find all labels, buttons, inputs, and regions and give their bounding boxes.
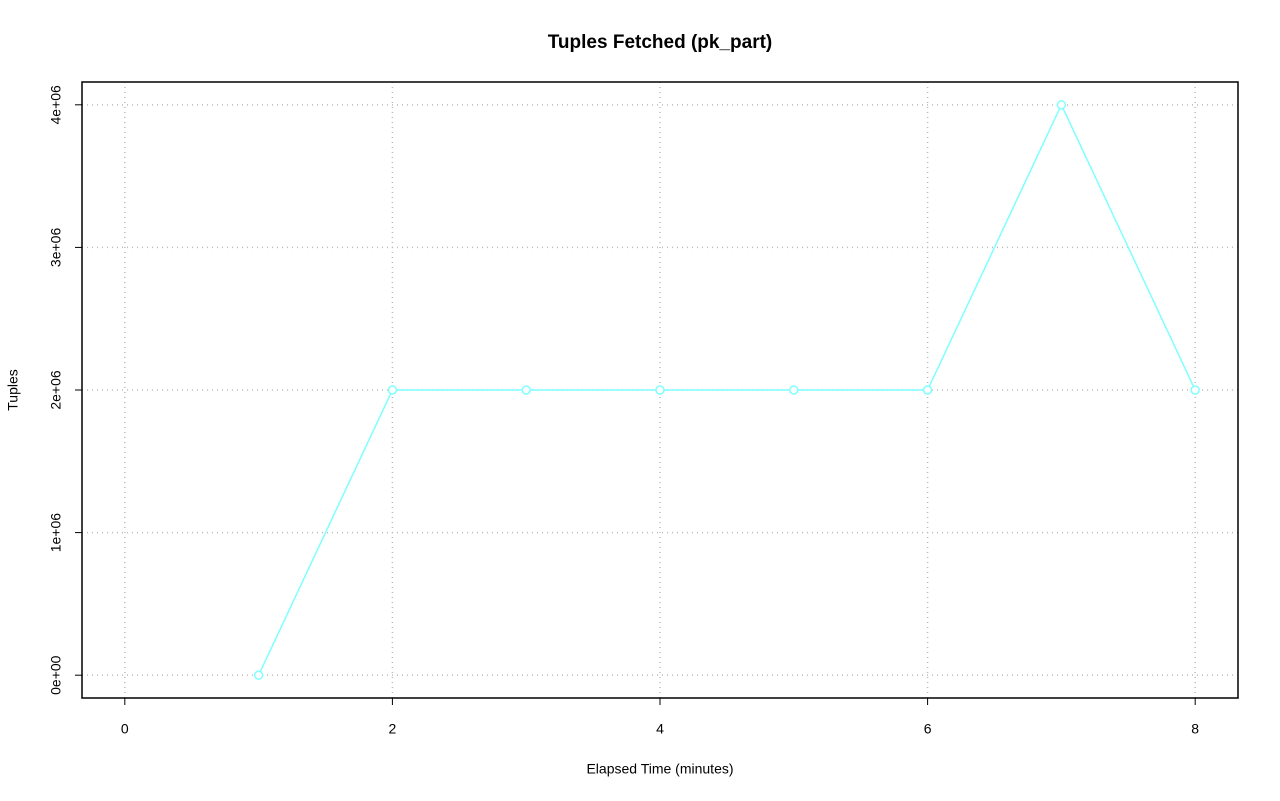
x-tick-label: 4 xyxy=(656,721,664,737)
y-tick-label: 2e+06 xyxy=(48,370,64,410)
point xyxy=(1056,100,1067,110)
point xyxy=(1190,385,1200,395)
y-tick-label: 1e+06 xyxy=(48,513,64,553)
point xyxy=(789,385,799,395)
y-tick-label: 0e+00 xyxy=(48,655,64,695)
point xyxy=(922,385,933,395)
plot-frame xyxy=(81,81,1239,699)
y-axis-label: Tuples xyxy=(5,369,21,411)
x-tick-label: 0 xyxy=(121,721,129,737)
point xyxy=(521,385,531,395)
point xyxy=(387,385,398,395)
chart-title: Tuples Fetched (pk_part) xyxy=(548,32,773,53)
x-axis-label: Elapsed Time (minutes) xyxy=(586,761,733,777)
x-tick-label: 8 xyxy=(1191,721,1199,737)
point xyxy=(655,385,665,395)
point xyxy=(253,670,264,680)
y-tick-label: 4e+06 xyxy=(48,85,64,125)
y-tick-label: 3e+06 xyxy=(48,228,64,268)
x-tick-label: 6 xyxy=(924,721,932,737)
line xyxy=(257,103,1196,676)
x-tick-label: 2 xyxy=(389,721,397,737)
